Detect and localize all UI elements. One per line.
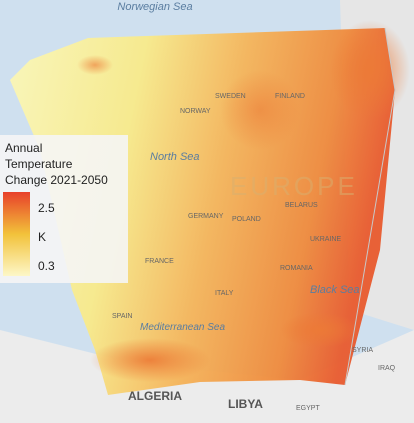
- country-label: FINLAND: [275, 93, 305, 100]
- heat-spot: [280, 312, 360, 348]
- country-label: EGYPT: [296, 405, 320, 412]
- boundary: [344, 27, 396, 386]
- legend-title: Temperature: [5, 157, 73, 171]
- country-label: SPAIN: [112, 313, 133, 320]
- heat-spot: [330, 20, 410, 120]
- legend-unit: K: [38, 230, 46, 244]
- legend-title: Annual: [5, 141, 42, 155]
- color-scale: [3, 192, 30, 276]
- country-label: ROMANIA: [280, 265, 313, 272]
- country-label: ALGERIA: [128, 389, 182, 403]
- country-label: SWEDEN: [215, 93, 246, 100]
- sea-label: Norwegian Sea: [117, 1, 192, 13]
- heat-spot: [220, 70, 300, 150]
- country-label: ITALY: [215, 290, 234, 297]
- country-label: BELARUS: [285, 202, 318, 209]
- country-label: GERMANY: [188, 213, 224, 220]
- country-label: UKRAINE: [310, 236, 341, 243]
- heat-spot: [90, 338, 210, 382]
- country-label: POLAND: [232, 216, 261, 223]
- country-label: SYRIA: [352, 347, 373, 354]
- country-label: IRAQ: [378, 365, 396, 372]
- country-label: FRANCE: [145, 258, 174, 265]
- region-label: EUROPE: [230, 171, 358, 201]
- legend: Annual Temperature Change 2021-2050 2.5 …: [0, 135, 128, 283]
- heat-spot: [77, 55, 113, 75]
- legend-max: 2.5: [38, 201, 55, 215]
- legend-min: 0.3: [38, 259, 55, 273]
- country-label: LIBYA: [228, 397, 263, 411]
- country-label: NORWAY: [180, 108, 211, 115]
- sea-label: Mediterranean Sea: [140, 322, 225, 333]
- sea-label: North Sea: [150, 151, 200, 163]
- sea-label: Black Sea: [310, 284, 360, 296]
- legend-title: Change 2021-2050: [5, 173, 108, 187]
